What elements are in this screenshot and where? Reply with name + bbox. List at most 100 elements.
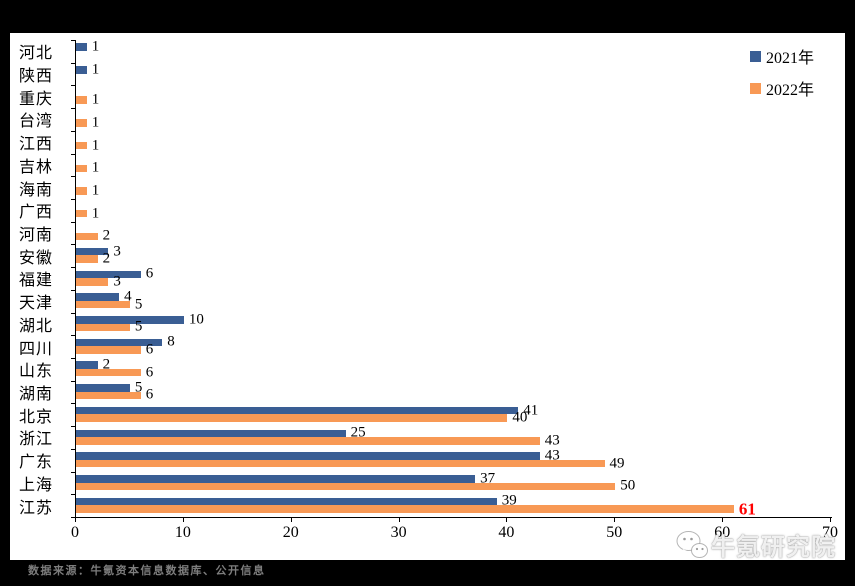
bar-value-label: 40 — [512, 409, 528, 426]
bar-value-label: 4 — [124, 288, 132, 305]
bar-series-0 — [76, 316, 184, 324]
bar-value-label: 6 — [145, 364, 154, 381]
x-axis-tick — [506, 517, 508, 522]
bar-series-1 — [76, 187, 87, 195]
y-axis-tick — [71, 289, 75, 291]
x-axis-tick — [290, 517, 292, 522]
y-axis-tick — [71, 471, 75, 473]
bar-value-label: 2 — [102, 227, 111, 244]
bar-series-1 — [76, 232, 98, 241]
x-axis — [75, 517, 833, 518]
y-axis-tick — [71, 312, 75, 314]
legend-item-2021: 2021年 — [750, 45, 814, 67]
bar-series-0 — [76, 338, 163, 347]
legend-item-2022: 2022年 — [750, 77, 814, 99]
bar-series-1 — [76, 300, 130, 309]
bar-value-label: 50 — [620, 477, 636, 494]
category-label: 河北 — [19, 45, 54, 63]
bar-series-0 — [76, 384, 130, 392]
bar-value-label: 1 — [91, 159, 100, 176]
data-source-note: 数据来源：牛氪资本信息数据库、公开信息 — [28, 565, 266, 577]
bar-value-label: 43 — [544, 447, 560, 464]
bar-series-1 — [76, 437, 540, 445]
bar-chart-plot-area: 0 10 20 30 40 50 60 70 河北 1 陕西 1 重庆 1 台湾 1 江西 1 吉林 1 海南 1 广西 1 河… — [10, 33, 845, 560]
bar-value-label: 1 — [91, 91, 100, 108]
y-axis-tick — [71, 244, 75, 246]
category-label: 重庆 — [19, 90, 54, 108]
y-axis-tick — [71, 62, 75, 64]
y-axis-tick — [71, 335, 75, 337]
legend-label-2021: 2021年 — [766, 50, 815, 67]
bar-series-1 — [76, 391, 141, 400]
bar-value-label: 5 — [134, 318, 143, 335]
bar-series-1 — [76, 164, 87, 172]
x-axis-tick — [398, 517, 400, 522]
category-label: 海南 — [19, 181, 54, 199]
category-label: 广东 — [19, 454, 54, 472]
bar-value-label: 25 — [350, 424, 366, 441]
x-axis-tick-label: 10 — [174, 524, 191, 541]
bar-value-label: 1 — [91, 114, 100, 131]
bar-series-1 — [76, 209, 87, 218]
x-axis-tick-label: 50 — [606, 524, 623, 541]
bar-series-1 — [76, 255, 98, 263]
legend-swatch-2021-icon — [750, 50, 761, 62]
category-label: 北京 — [19, 408, 54, 426]
category-label: 安徽 — [19, 249, 54, 267]
legend-swatch-2022-icon — [750, 82, 761, 94]
x-axis-tick — [614, 517, 616, 522]
bar-value-label: 43 — [544, 432, 560, 449]
x-axis-tick-label: 60 — [714, 524, 731, 541]
chart-legend: 2021年 2022年 — [750, 45, 814, 109]
bar-series-1 — [76, 368, 141, 377]
x-axis-tick — [75, 517, 76, 522]
y-axis-tick — [71, 153, 75, 155]
bar-series-0 — [76, 247, 109, 256]
category-label: 河南 — [19, 227, 54, 245]
bar-value-label: 5 — [134, 379, 143, 396]
bar-series-1 — [76, 323, 130, 331]
category-label: 陕西 — [19, 68, 54, 86]
category-label: 浙江 — [19, 431, 54, 449]
x-axis-tick-label: 20 — [282, 524, 299, 541]
bar-series-1 — [76, 96, 87, 104]
category-label: 福建 — [19, 272, 54, 290]
category-label: 上海 — [19, 476, 54, 494]
y-axis-tick — [71, 517, 75, 518]
bar-value-label: 5 — [134, 296, 143, 312]
bar-value-label: 6 — [145, 265, 154, 282]
y-axis-tick — [71, 176, 75, 178]
category-label: 湖南 — [19, 386, 54, 404]
bar-value-label: 1 — [91, 205, 100, 222]
bar-value-label: 1 — [91, 61, 100, 78]
category-label: 江苏 — [19, 499, 54, 517]
bar-series-1 — [76, 414, 508, 422]
bar-series-0 — [76, 497, 497, 506]
bar-series-1 — [76, 505, 734, 513]
category-label: 四川 — [19, 340, 54, 358]
legend-label-2022: 2022年 — [766, 82, 815, 99]
x-axis-tick-label: 70 — [822, 524, 838, 541]
bar-value-label: 49 — [609, 455, 625, 471]
bar-series-1 — [76, 119, 87, 127]
bar-value-label: 1 — [91, 137, 100, 153]
bar-series-0 — [76, 429, 346, 437]
y-axis-tick — [71, 221, 75, 223]
category-label: 台湾 — [19, 113, 54, 131]
y-axis-tick — [71, 40, 75, 41]
bar-value-label: 3 — [113, 273, 121, 290]
y-axis-tick — [71, 403, 75, 405]
bar-value-label: 6 — [145, 386, 154, 403]
bar-series-0 — [76, 43, 87, 51]
y-axis-tick — [71, 108, 75, 110]
x-axis-tick-label: 30 — [390, 524, 407, 541]
y-axis-tick — [71, 85, 75, 87]
y-axis-tick — [71, 426, 75, 428]
y-axis-tick — [71, 130, 75, 132]
category-label: 山东 — [19, 363, 54, 381]
chart-panel: 0 10 20 30 40 50 60 70 河北 1 陕西 1 重庆 1 台湾 1 江西 1 吉林 1 海南 1 广西 1 河… — [10, 33, 845, 560]
y-axis — [75, 40, 76, 517]
bar-series-0 — [76, 293, 120, 301]
y-axis-tick — [71, 267, 75, 269]
